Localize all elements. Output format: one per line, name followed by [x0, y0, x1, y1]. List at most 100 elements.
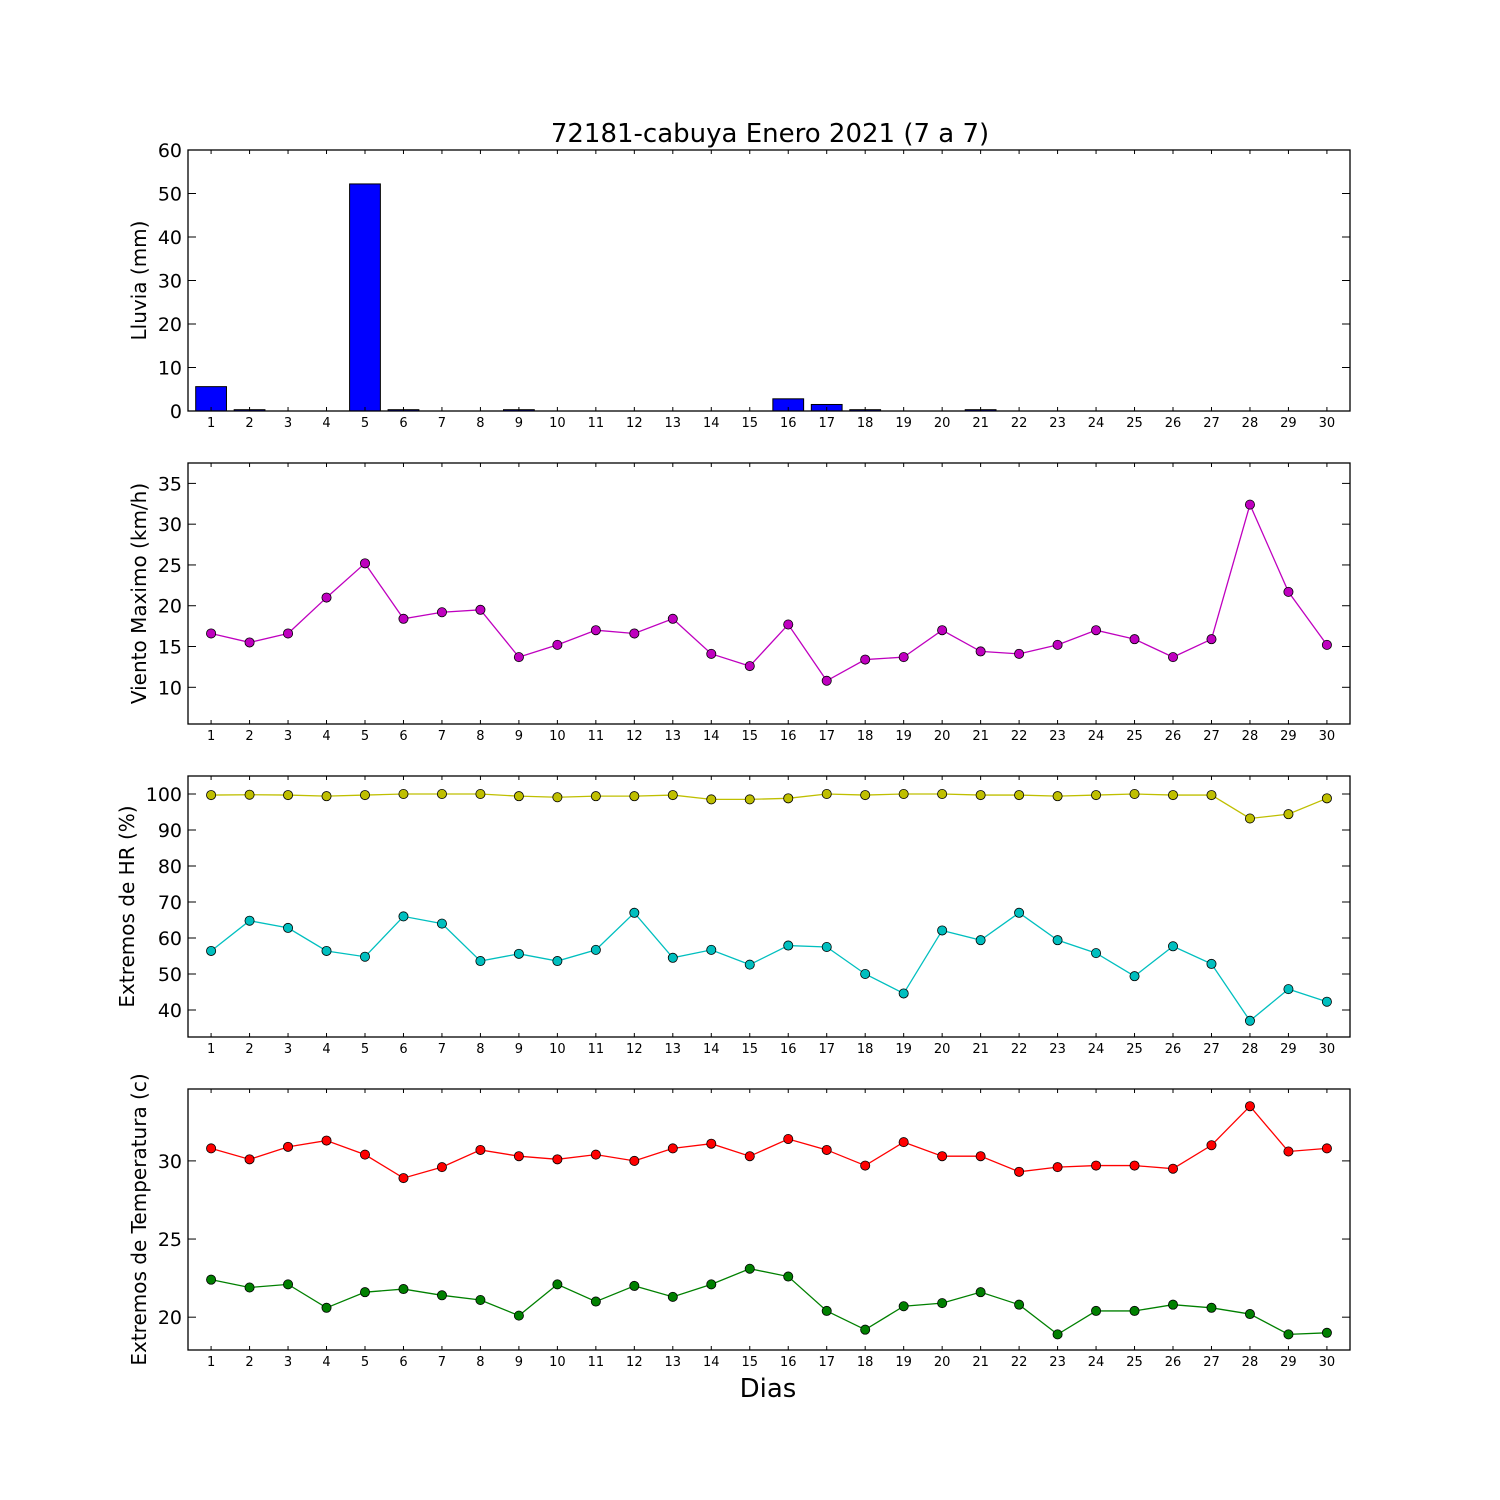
temperature-series-2-point-9 — [513, 1310, 524, 1321]
humidity-series-2-point-30 — [1321, 996, 1332, 1007]
wind-series-1-point-24 — [1091, 625, 1102, 636]
wind-xtick-label: 4 — [322, 729, 330, 744]
humidity-series-1-point-23 — [1052, 791, 1063, 802]
humidity-series-2-point-22 — [1014, 907, 1025, 918]
humidity-series-1-point-26 — [1168, 790, 1179, 801]
humidity-series-1-point-10 — [552, 792, 563, 803]
wind-xtick-label: 27 — [1203, 729, 1220, 744]
wind-series-1-point-10 — [552, 639, 563, 650]
rain-xtick-label: 5 — [361, 416, 369, 431]
temperature-series-1-point-11 — [590, 1149, 601, 1160]
humidity-series-2-point-10 — [552, 956, 563, 967]
humidity-series-line-2 — [210, 911, 1328, 1022]
temperature-xtick-label: 20 — [934, 1355, 951, 1370]
humidity-xtick-label: 26 — [1165, 1042, 1182, 1057]
humidity-series-1-point-1 — [206, 790, 217, 801]
humidity-ytick-label: 50 — [158, 964, 182, 986]
humidity-xtick-label: 17 — [818, 1042, 835, 1057]
humidity-xtick-label: 9 — [515, 1042, 523, 1057]
temperature-xtick-label: 26 — [1165, 1355, 1182, 1370]
temperature-series-1-point-18 — [860, 1160, 871, 1171]
humidity-xtick-label: 29 — [1280, 1042, 1297, 1057]
rain-xtick-label: 10 — [549, 416, 566, 431]
humidity-xtick-label: 15 — [741, 1042, 758, 1057]
rain-ytick-label: 40 — [158, 227, 182, 249]
wind-series-1-point-12 — [629, 628, 640, 639]
humidity-xtick-label: 10 — [549, 1042, 566, 1057]
humidity-series-2-point-20 — [937, 925, 948, 936]
rain-ytick-label: 50 — [158, 184, 182, 206]
temperature-xtick-label: 16 — [780, 1355, 797, 1370]
temperature-series-1-point-10 — [552, 1154, 563, 1165]
temperature-series-1-point-1 — [206, 1143, 217, 1154]
rain-xtick-label: 9 — [515, 416, 523, 431]
wind-series-1-point-22 — [1014, 648, 1025, 659]
humidity-series-2-point-6 — [398, 911, 409, 922]
wind-xtick-label: 26 — [1165, 729, 1182, 744]
temperature-xtick-label: 10 — [549, 1355, 566, 1370]
temperature-y-axis-label: Extremos de Temperatura (c) — [127, 1073, 151, 1365]
wind-series-1-point-29 — [1283, 586, 1294, 597]
temperature-xtick-label: 30 — [1319, 1355, 1336, 1370]
temperature-series-2-point-18 — [860, 1324, 871, 1335]
humidity-xtick-label: 6 — [399, 1042, 407, 1057]
humidity-series-1-point-8 — [475, 789, 486, 800]
temperature-xtick-label: 4 — [322, 1355, 330, 1370]
rain-xtick-label: 20 — [934, 416, 951, 431]
humidity-xtick-label: 28 — [1242, 1042, 1259, 1057]
humidity-series-1-point-2 — [244, 789, 255, 800]
humidity-series-1-point-11 — [590, 791, 601, 802]
temperature-ytick-label: 20 — [158, 1307, 182, 1329]
humidity-series-1-point-14 — [706, 794, 717, 805]
humidity-xtick-label: 4 — [322, 1042, 330, 1057]
humidity-xtick-label: 27 — [1203, 1042, 1220, 1057]
wind-ytick-label: 25 — [158, 555, 182, 577]
temperature-xtick-label: 8 — [476, 1355, 484, 1370]
humidity-xtick-label: 14 — [703, 1042, 720, 1057]
temperature-series-2-point-19 — [898, 1301, 909, 1312]
humidity-series-2-point-29 — [1283, 984, 1294, 995]
humidity-series-1-point-15 — [744, 794, 755, 805]
humidity-series-1-point-20 — [937, 789, 948, 800]
humidity-series-2-point-17 — [821, 942, 832, 953]
wind-xtick-label: 21 — [972, 729, 989, 744]
wind-xtick-label: 19 — [895, 729, 912, 744]
humidity-ytick-label: 70 — [158, 892, 182, 914]
rain-subplot: 1 2 3 4 5 6 7 8 9 10 11 12 13 14 15 16 17 18 19 20 21 22 23 24 2… — [127, 140, 1351, 431]
temperature-series-2-point-11 — [590, 1296, 601, 1307]
wind-xtick-label: 1 — [207, 729, 215, 744]
humidity-series-2-point-26 — [1168, 941, 1179, 952]
temperature-series-line-1 — [210, 1105, 1327, 1179]
wind-series-1-point-8 — [475, 604, 486, 615]
humidity-xtick-label: 22 — [1011, 1042, 1028, 1057]
temperature-series-1-point-22 — [1014, 1166, 1025, 1177]
rain-xtick-label: 25 — [1126, 416, 1143, 431]
rain-ytick-label: 30 — [158, 271, 182, 293]
humidity-series-2-point-9 — [513, 948, 524, 959]
humidity-xtick-label: 21 — [972, 1042, 989, 1057]
humidity-ytick-label: 100 — [146, 784, 182, 806]
humidity-ytick-label: 90 — [158, 820, 182, 842]
humidity-series-1-point-28 — [1244, 813, 1255, 824]
humidity-series-1-point-6 — [398, 789, 409, 800]
temperature-series-2-point-28 — [1244, 1309, 1255, 1320]
humidity-series-2-point-11 — [590, 944, 601, 955]
temperature-series-2-point-12 — [629, 1280, 640, 1291]
temperature-series-1-point-28 — [1244, 1101, 1255, 1112]
temperature-xtick-label: 25 — [1126, 1355, 1143, 1370]
humidity-series-2-point-25 — [1129, 971, 1140, 982]
humidity-xtick-label: 12 — [626, 1042, 643, 1057]
humidity-series-2-point-5 — [359, 951, 370, 962]
temperature-series-2-point-20 — [937, 1298, 948, 1309]
wind-ytick-label: 20 — [158, 596, 182, 618]
humidity-ytick-label: 40 — [158, 1000, 182, 1022]
rain-xtick-label: 24 — [1088, 416, 1105, 431]
temperature-series-line-2 — [210, 1268, 1327, 1336]
wind-series-1-point-14 — [706, 648, 717, 659]
rain-xtick-label: 13 — [665, 416, 682, 431]
humidity-xtick-label: 18 — [857, 1042, 874, 1057]
rain-xtick-label: 18 — [857, 416, 874, 431]
temperature-series-1-point-4 — [321, 1135, 332, 1146]
temperature-series-1-point-21 — [975, 1151, 986, 1162]
temperature-xtick-label: 29 — [1280, 1355, 1297, 1370]
